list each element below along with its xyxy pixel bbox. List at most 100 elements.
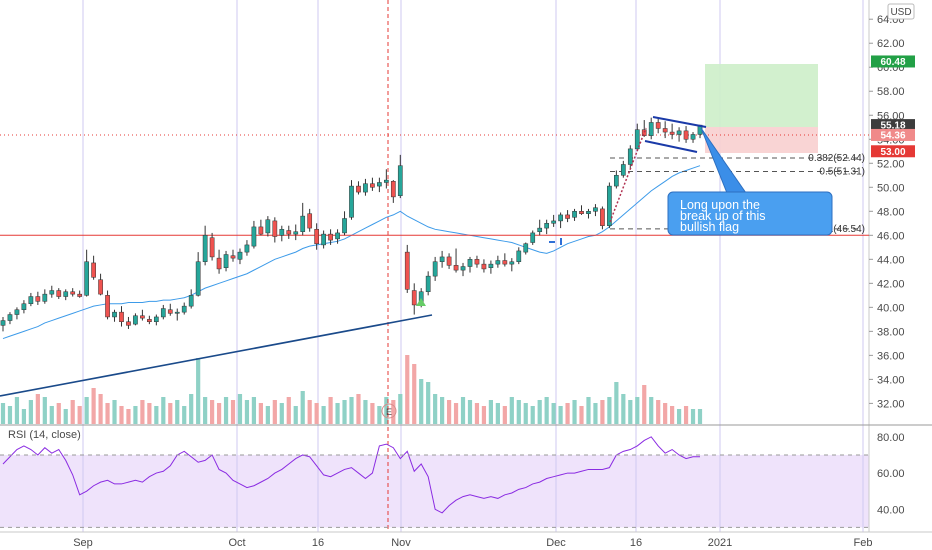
volume-bar: [140, 400, 145, 424]
time-axis-label: Sep: [73, 537, 93, 549]
volume-bar: [98, 394, 103, 424]
fib-level-label: 0.382(52.44): [808, 153, 865, 164]
time-axis-label: Feb: [854, 537, 873, 549]
volume-bar: [56, 403, 61, 424]
price-tick-label: 58.00: [877, 86, 905, 98]
candle-body: [537, 227, 543, 232]
candle-body: [683, 130, 689, 140]
candle-body: [7, 314, 13, 321]
volume-bar: [189, 394, 194, 424]
volume-bars: [0, 355, 703, 424]
volume-bar: [279, 403, 284, 424]
candle-body: [188, 295, 194, 307]
candle-body: [181, 305, 187, 313]
candle-body: [98, 279, 103, 295]
candle-body: [279, 229, 285, 236]
candle-body: [42, 293, 48, 302]
volume-bar: [91, 388, 96, 424]
volume-bar: [147, 403, 152, 424]
candle-body: [307, 213, 313, 229]
last-price-tag: 55.18: [871, 119, 915, 132]
candle-body: [502, 260, 508, 265]
volume-bar: [551, 403, 556, 424]
volume-bar: [495, 403, 500, 424]
candle-body: [572, 211, 577, 218]
callout-box[interactable]: [667, 191, 833, 236]
volume-bar: [63, 409, 68, 424]
volume-bar: [119, 406, 124, 424]
volume-bar: [49, 406, 54, 424]
callout-text-line-3: bullish flag: [680, 220, 739, 234]
candle-body: [363, 183, 368, 193]
volume-bar: [210, 400, 215, 424]
target-zone: [705, 64, 818, 127]
time-axis-labels: Sep Oct 16 Nov Dec 16 2021 Feb: [73, 537, 872, 549]
volume-bar: [530, 406, 535, 424]
candle-body: [21, 303, 27, 310]
volume-bar: [84, 397, 89, 424]
rsi-axis-ticks: 80.00 60.00 40.00: [877, 432, 905, 516]
volume-bar: [614, 382, 619, 424]
volume-bar: [600, 400, 605, 424]
candle-body: [244, 244, 250, 253]
candle-body: [160, 308, 166, 318]
volume-bar: [391, 400, 396, 424]
candle-body: [133, 315, 138, 325]
candle-body: [551, 220, 556, 224]
earnings-event-label: E: [386, 407, 392, 417]
volume-bar: [168, 403, 173, 424]
callout-text-line-2: break up of this: [680, 209, 765, 223]
candle-body: [662, 128, 668, 133]
earnings-event-icon[interactable]: [381, 403, 397, 419]
volume-bar: [663, 403, 668, 424]
flagpole-line: [609, 127, 647, 223]
volume-bar: [203, 397, 208, 424]
candle-body: [676, 130, 682, 135]
candle-body: [586, 211, 591, 214]
price-tick-label: 38.00: [877, 326, 905, 338]
volume-bar: [307, 400, 312, 424]
target-price-tag: 60.48: [871, 55, 915, 68]
volume-bar: [683, 406, 689, 424]
volume-bar: [154, 406, 159, 424]
volume-bar: [77, 406, 82, 424]
candle-body: [690, 134, 696, 140]
candle-body: [237, 251, 243, 260]
time-axis-label: Nov: [391, 537, 411, 549]
candle-body: [425, 275, 431, 292]
candle-body: [216, 257, 222, 270]
rsi-tick-label: 40.00: [877, 504, 905, 516]
candle-body: [35, 296, 41, 302]
buy-signal-marker: [416, 298, 426, 306]
candle-body: [523, 243, 529, 253]
candle-body: [49, 290, 55, 295]
candle-body: [28, 296, 34, 304]
time-axis-label: 16: [312, 537, 324, 549]
volume-bar: [70, 400, 75, 424]
volume-bar: [0, 403, 6, 424]
volume-bar: [335, 403, 340, 424]
volume-bar: [467, 400, 473, 424]
callout-text-line-1: Long upon the: [680, 198, 760, 212]
volume-bar: [474, 403, 480, 424]
currency-label: USD: [890, 7, 911, 18]
candle-body: [126, 321, 131, 326]
price-tick-label: 50.00: [877, 182, 905, 194]
volume-bar: [537, 400, 542, 424]
candle-body: [167, 309, 173, 314]
candle-body: [669, 131, 675, 135]
price-tick-label: 52.00: [877, 158, 905, 170]
candle-body: [342, 218, 347, 234]
currency-badge[interactable]: [887, 3, 915, 20]
candle-body: [377, 182, 382, 187]
candle-body: [153, 316, 159, 323]
candle-body: [293, 231, 299, 235]
candle-body: [467, 259, 473, 267]
volume-bar: [481, 406, 487, 424]
candle-body: [481, 263, 487, 270]
volume-bar: [293, 406, 298, 424]
candle-body: [593, 207, 598, 212]
candle-body: [202, 235, 208, 262]
candle-body: [223, 254, 229, 268]
